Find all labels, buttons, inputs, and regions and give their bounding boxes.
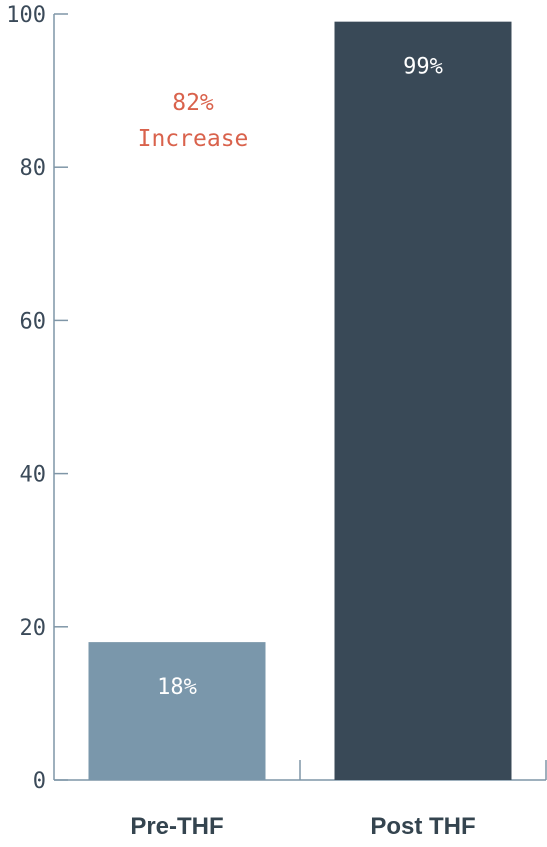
y-tick-label: 20 [20, 616, 47, 641]
y-tick-label: 60 [20, 309, 47, 334]
chart-bars: 18% 99% [88, 21, 512, 781]
bar-value-label: 18% [157, 675, 197, 700]
x-axis-labels: Pre-THF Post THF [130, 813, 475, 840]
annotation-label: Increase [138, 126, 249, 152]
y-tick-label: 0 [33, 769, 46, 794]
bar-value-label: 99% [403, 55, 443, 80]
y-axis-ticks: 0 20 40 60 80 100 [6, 3, 68, 794]
bar [88, 642, 266, 780]
annotation-percent: 82% [172, 90, 214, 116]
x-category-label: Pre-THF [130, 813, 223, 840]
y-tick-label: 100 [6, 3, 46, 28]
y-tick-label: 40 [20, 463, 47, 488]
x-category-label: Post THF [370, 813, 475, 840]
y-tick-label: 80 [20, 156, 47, 181]
bar [334, 21, 512, 781]
